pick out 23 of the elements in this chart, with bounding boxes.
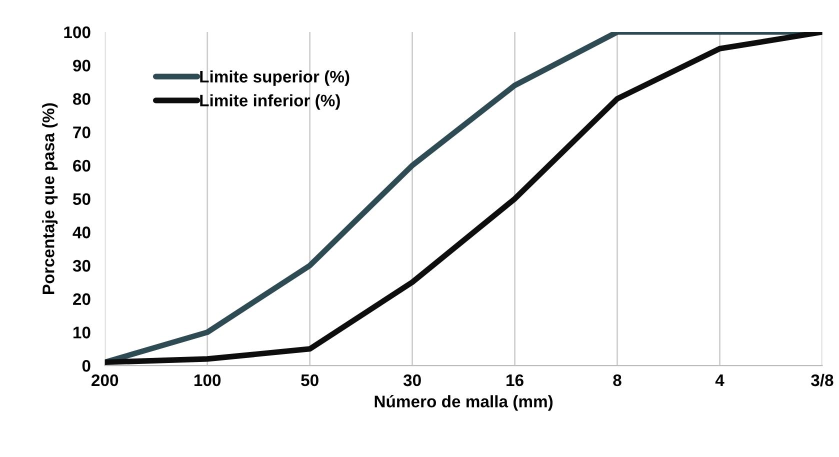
x-tick-label: 4	[715, 374, 724, 386]
x-tick-label: 50	[301, 374, 318, 386]
x-tick-label: 100	[194, 374, 221, 386]
y-axis-title: Porcentaje que pasa (%)	[42, 103, 58, 294]
x-tick-label: 8	[613, 374, 622, 386]
y-tick-label: 100	[64, 26, 90, 38]
y-tick-label: 90	[73, 60, 90, 72]
y-tick-label: 70	[73, 126, 90, 138]
x-tick-label: 30	[403, 374, 421, 386]
x-tick-label: 200	[92, 374, 118, 386]
legend-label: Limite inferior (%)	[200, 94, 340, 110]
x-tick-label: 16	[506, 374, 524, 386]
y-tick-label: 60	[73, 160, 90, 172]
x-axis-title: Número de malla (mm)	[374, 395, 553, 411]
y-tick-label: 10	[74, 326, 90, 338]
y-tick-label: 40	[72, 226, 90, 238]
legend-label: Limite superior (%)	[200, 70, 350, 86]
x-tick-label: 3/8	[811, 374, 834, 386]
y-tick-label: 0	[82, 360, 90, 372]
y-tick-label: 20	[73, 293, 90, 306]
y-tick-label: 30	[72, 260, 90, 272]
y-tick-label: 50	[72, 193, 90, 205]
y-tick-label: 80	[72, 93, 90, 105]
